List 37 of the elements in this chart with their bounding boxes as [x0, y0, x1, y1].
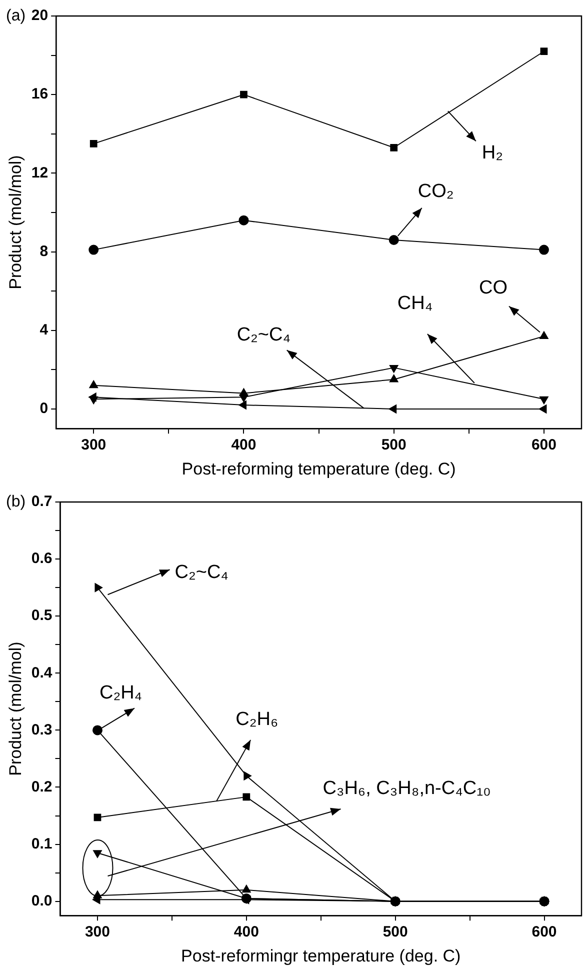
y-tick-label: 0.7: [31, 493, 52, 510]
y-tick-label: 20: [31, 7, 48, 24]
annotation: C₂H₆: [236, 709, 278, 730]
x-tick-label: 400: [231, 436, 256, 454]
x-axis-title: Post-reformingr temperature (deg. C): [181, 946, 461, 966]
y-tick-label: 0.5: [31, 607, 52, 624]
annotation: C₂~C₄: [174, 562, 229, 583]
annotation: CO: [478, 277, 508, 298]
chart-title: (a): [6, 7, 26, 24]
y-axis-title: Product (mol/mol): [6, 642, 25, 776]
y-tick-label: 0.1: [31, 835, 52, 852]
x-tick-label: 300: [81, 436, 106, 454]
y-tick-label: 0.6: [31, 550, 52, 568]
y-tick-label: 4: [40, 322, 49, 339]
y-tick-label: 16: [31, 86, 48, 103]
x-tick-label: 600: [531, 436, 556, 454]
annotation: CO₂: [418, 181, 454, 202]
y-tick-label: 0.0: [31, 892, 52, 910]
annotation: CH₄: [397, 293, 433, 314]
y-tick-label: 0: [40, 400, 48, 418]
x-tick-label: 500: [382, 924, 408, 941]
x-tick-label: 300: [84, 924, 110, 941]
x-axis-title: Post-reforming temperature (deg. C): [182, 459, 456, 478]
y-tick-label: 8: [40, 242, 48, 260]
annotation: H₂: [482, 142, 504, 164]
y-tick-label: 12: [31, 164, 48, 182]
x-tick-label: 600: [532, 924, 557, 941]
y-axis-title: Product (mol/mol): [6, 155, 25, 290]
y-tick-label: 0.4: [31, 664, 53, 682]
x-tick-label: 400: [234, 924, 259, 941]
annotation: C₂H₄: [99, 682, 142, 704]
y-tick-label: 0.2: [31, 778, 52, 796]
y-tick-label: 0.3: [31, 721, 52, 738]
annotation: C₃H₆, C₃H₈,n-C₄C₁₀: [322, 778, 491, 800]
chart-title: (b): [6, 493, 26, 510]
annotation: C₂~C₄: [236, 324, 291, 346]
x-tick-label: 500: [381, 436, 406, 454]
